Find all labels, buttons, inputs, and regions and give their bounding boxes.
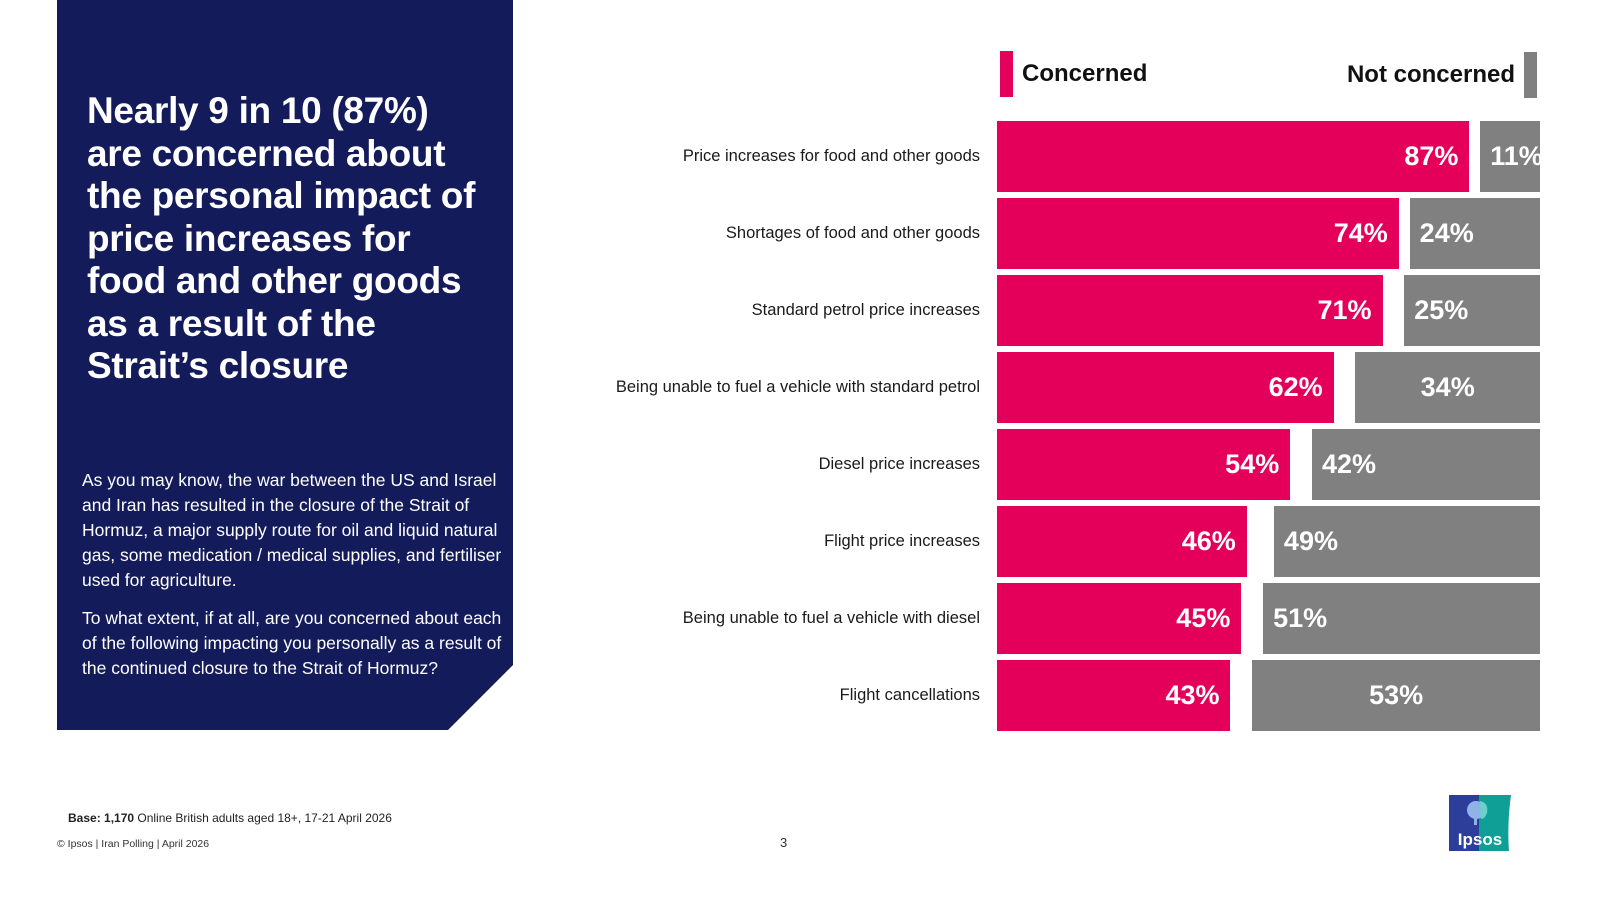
category-label: Being unable to fuel a vehicle with dies…: [682, 608, 980, 627]
bar-concerned: 62%: [997, 352, 1334, 423]
data-label-concerned: 71%: [1317, 295, 1372, 325]
bar-not-concerned: 49%: [1273, 506, 1540, 577]
bar-concerned: 43%: [997, 660, 1231, 731]
bar-not-concerned: 42%: [1311, 429, 1540, 500]
category-label: Flight price increases: [824, 531, 980, 550]
legend-swatch-not-concerned: [1524, 52, 1537, 98]
legend-label-not-concerned: Not concerned: [1346, 61, 1515, 88]
context-paragraph: As you may know, the war between the US …: [82, 470, 502, 590]
bar-concerned: 71%: [997, 275, 1383, 346]
base-label: Base: 1,170: [68, 811, 135, 825]
data-label-concerned: 45%: [1176, 603, 1231, 633]
bar-concerned: 87%: [997, 121, 1470, 192]
category-label: Standard petrol price increases: [751, 300, 980, 319]
category-label: Price increases for food and other goods: [682, 146, 980, 165]
data-label-not-concerned: 24%: [1419, 218, 1474, 248]
bar-not-concerned: 34%: [1355, 352, 1540, 423]
data-label-concerned: 87%: [1404, 141, 1459, 171]
data-label-not-concerned: 34%: [1420, 372, 1475, 402]
data-label-not-concerned: 25%: [1414, 295, 1469, 325]
bar-concerned: 45%: [997, 583, 1242, 654]
data-label-concerned: 43%: [1165, 680, 1220, 710]
data-label-not-concerned: 53%: [1369, 680, 1424, 710]
data-label-not-concerned: 49%: [1283, 526, 1338, 556]
question-text: As you may know, the war between the US …: [82, 468, 502, 694]
data-label-not-concerned: 51%: [1273, 603, 1328, 633]
legend-swatch-concerned: [1000, 51, 1013, 97]
category-label: Shortages of food and other goods: [725, 223, 980, 242]
logo-text: Ipsos: [1458, 830, 1502, 849]
data-label-not-concerned: 42%: [1321, 449, 1376, 479]
bar-not-concerned: 24%: [1409, 198, 1540, 269]
category-label: Diesel price increases: [818, 454, 980, 473]
headline: Nearly 9 in 10 (87%) are concerned about…: [87, 90, 476, 386]
data-label-concerned: 54%: [1225, 449, 1280, 479]
bar-not-concerned: 51%: [1263, 583, 1540, 654]
category-label: Flight cancellations: [839, 685, 980, 704]
page-number: 3: [780, 835, 788, 850]
data-label-concerned: 46%: [1181, 526, 1236, 556]
ipsos-logo-icon: Ipsos: [1449, 795, 1511, 851]
legend-label-concerned: Concerned: [1022, 60, 1148, 87]
bar-not-concerned: 11%: [1480, 121, 1543, 192]
bar-not-concerned: 53%: [1252, 660, 1540, 731]
data-label-concerned: 74%: [1333, 218, 1388, 248]
bar-concerned: 46%: [997, 506, 1247, 577]
bar-concerned: 74%: [997, 198, 1399, 269]
base-text: Online British adults aged 18+, 17-21 Ap…: [134, 811, 392, 825]
question-paragraph: To what extent, if at all, are you conce…: [82, 608, 502, 678]
bar-concerned: 54%: [997, 429, 1291, 500]
bar-not-concerned: 25%: [1404, 275, 1540, 346]
category-label: Being unable to fuel a vehicle with stan…: [615, 377, 980, 396]
data-label-concerned: 62%: [1268, 372, 1323, 402]
base-note: Base: 1,170 Online British adults aged 1…: [68, 811, 392, 825]
intro-panel: [57, 0, 513, 730]
data-label-not-concerned: 11%: [1490, 141, 1543, 171]
ipsos-logo: Ipsos: [1449, 795, 1511, 851]
copyright: © Ipsos | Iran Polling | April 2026: [57, 838, 210, 850]
